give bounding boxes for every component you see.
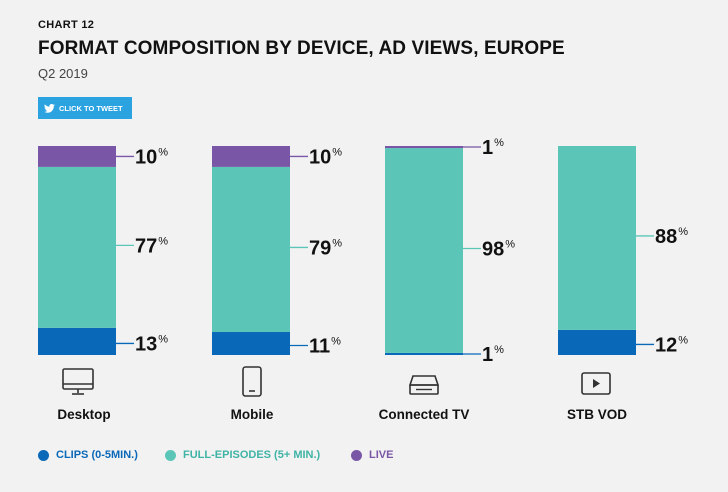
stb-vod-icon bbox=[581, 372, 611, 395]
value-label-desktop-live: 10% bbox=[135, 146, 168, 168]
device-label-connected-tv: Connected TV bbox=[378, 407, 470, 422]
bar-mobile-live bbox=[212, 146, 290, 167]
bar-desktop-clips bbox=[38, 327, 116, 355]
value-label-mobile-live: 10% bbox=[309, 146, 342, 168]
legend-item-full-episodes: FULL-EPISODES (5+ MIN.) bbox=[165, 449, 320, 461]
legend-item-clips: CLIPS (0-5MIN.) bbox=[38, 449, 138, 461]
value-label-desktop-clips: 13% bbox=[135, 333, 168, 355]
bar-connected-tv-live bbox=[385, 146, 463, 149]
legend-swatch-live bbox=[351, 449, 362, 461]
bar-connected-tv-clips bbox=[385, 352, 463, 355]
twitter-bird-icon bbox=[44, 103, 55, 113]
value-label-mobile-full-episodes: 79% bbox=[309, 237, 342, 259]
value-label-desktop-full-episodes: 77% bbox=[135, 235, 168, 257]
bar-stb-vod-clips bbox=[558, 329, 636, 355]
device-label-stb-vod: STB VOD bbox=[566, 407, 627, 422]
legend-swatch-clips bbox=[38, 449, 49, 461]
device-label-desktop: Desktop bbox=[57, 407, 111, 422]
mobile-icon bbox=[242, 366, 262, 397]
legend-item-live: LIVE bbox=[351, 449, 393, 461]
bar-desktop-live bbox=[38, 146, 116, 167]
chart-title: FORMAT COMPOSITION BY DEVICE, AD VIEWS, … bbox=[38, 38, 565, 59]
legend-swatch-full-episodes bbox=[165, 449, 176, 461]
bar-connected-tv-full-episodes bbox=[385, 148, 463, 353]
legend-label-full-episodes: FULL-EPISODES (5+ MIN.) bbox=[183, 449, 321, 461]
value-label-connected-tv-full-episodes: 98% bbox=[482, 239, 515, 261]
chart-number: CHART 12 bbox=[38, 19, 95, 31]
value-label-stb-vod-clips: 12% bbox=[655, 334, 688, 356]
value-label-connected-tv-clips: 1% bbox=[482, 344, 504, 366]
value-label-connected-tv-live: 1% bbox=[482, 137, 504, 159]
chart-subtitle: Q2 2019 bbox=[38, 66, 88, 81]
legend-label-clips: CLIPS (0-5MIN.) bbox=[56, 449, 138, 461]
click-to-tweet-button[interactable]: CLICK TO TWEET bbox=[38, 97, 132, 119]
device-label-mobile: Mobile bbox=[230, 407, 274, 422]
value-label-stb-vod-full-episodes: 88% bbox=[655, 226, 688, 248]
tweet-label: CLICK TO TWEET bbox=[59, 103, 123, 113]
bar-desktop-full-episodes bbox=[38, 166, 116, 328]
value-label-mobile-clips: 11% bbox=[309, 336, 341, 358]
connected-tv-icon bbox=[408, 375, 440, 395]
legend-label-live: LIVE bbox=[369, 449, 394, 461]
bar-stb-vod-full-episodes bbox=[558, 146, 636, 330]
desktop-icon bbox=[62, 368, 94, 395]
bar-mobile-clips bbox=[212, 332, 290, 355]
bar-mobile-full-episodes bbox=[212, 166, 290, 333]
